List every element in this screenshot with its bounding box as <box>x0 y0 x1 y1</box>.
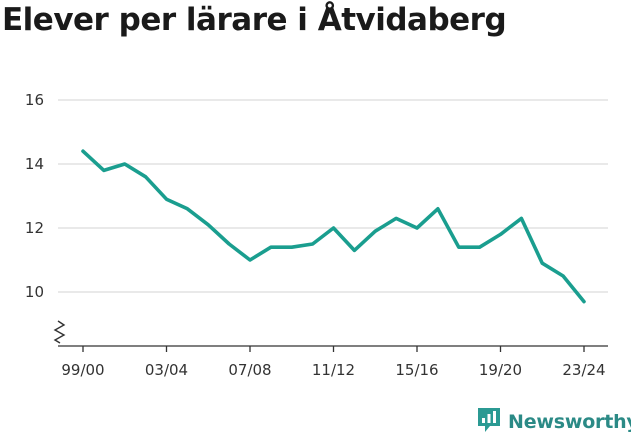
x-tick-label: 23/24 <box>562 361 605 379</box>
grid-lines <box>58 99 608 293</box>
chart-title: Elever per lärare i Åtvidaberg <box>2 2 507 38</box>
y-axis-break-icon <box>53 320 66 344</box>
y-tick-label: 16 <box>25 91 44 109</box>
series <box>81 149 586 304</box>
x-tick-label: 19/20 <box>479 361 522 379</box>
y-tick-labels: 10 12 14 16 <box>25 91 44 301</box>
x-tick-label: 99/00 <box>61 361 104 379</box>
brand-logo: Newsworthy <box>476 407 631 437</box>
x-tick-labels: 99/00 03/04 07/08 11/12 15/16 19/20 23/24 <box>61 361 605 379</box>
x-tick-label: 15/16 <box>395 361 438 379</box>
y-tick-label: 12 <box>25 219 44 237</box>
brand-name: Newsworthy <box>508 411 631 433</box>
x-tick-label: 11/12 <box>312 361 355 379</box>
y-tick-label: 10 <box>25 283 44 301</box>
x-tick-label: 03/04 <box>145 361 188 379</box>
series-line-0 <box>81 149 586 304</box>
x-axis <box>53 320 608 352</box>
newsworthy-logo-icon <box>476 406 502 438</box>
x-tick-label: 07/08 <box>228 361 271 379</box>
y-tick-label: 14 <box>25 155 44 173</box>
